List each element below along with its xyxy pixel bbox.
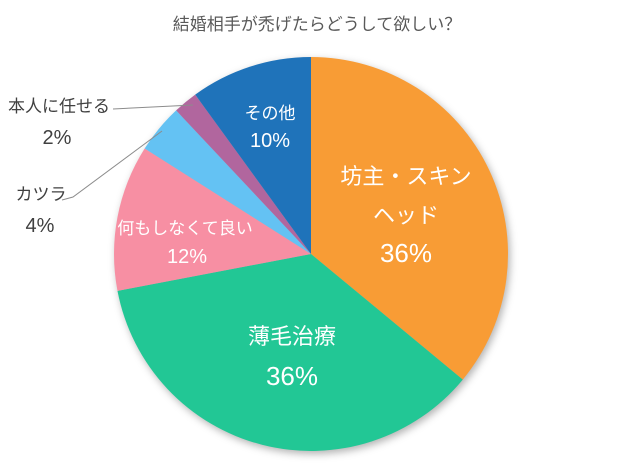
pie-slices <box>114 57 508 451</box>
chart-title: 結婚相手が禿げたらどうして欲しい？ <box>173 15 462 34</box>
pie-label-bouzu-skinhead: 坊主・スキン ヘッド 36% <box>340 164 471 268</box>
pie-slice-5 <box>195 57 311 254</box>
pie-slice-0 <box>311 57 508 380</box>
leader-line-honnin-ni-makaseru <box>112 104 194 110</box>
pie-label-percent: 12% <box>167 246 207 268</box>
pie-label-honnin-ni-makaseru: 本人に任せる 2% <box>8 97 110 149</box>
pie-slice-3 <box>144 110 311 254</box>
pie-label-sonota: その他 10% <box>245 104 296 152</box>
pie-label-line: ヘッド <box>373 203 439 228</box>
pie-label-percent: 36% <box>266 361 318 391</box>
pie-slice-1 <box>117 254 463 451</box>
pie-label-line: その他 <box>245 104 296 123</box>
pie-label-line: 本人に任せる <box>8 97 110 116</box>
pie-label-usuge-chiryo: 薄毛治療 36% <box>248 324 336 391</box>
pie-label-nanimo-shinakute-yoi: 何もしなくて良い 12% <box>117 219 253 268</box>
pie-label-line: 坊主・スキン <box>340 164 471 189</box>
pie-label-line: 何もしなくて良い <box>117 219 253 238</box>
pie-label-katsura: カツラ 4% <box>16 185 67 237</box>
pie-label-percent: 36% <box>380 238 432 268</box>
pie-label-percent: 10% <box>250 130 290 152</box>
pie-label-percent: 2% <box>43 127 72 149</box>
pie-label-line: 薄毛治療 <box>248 324 336 349</box>
pie-label-percent: 4% <box>26 215 55 237</box>
pie-slice-4 <box>176 94 311 255</box>
pie-slice-2 <box>114 148 312 291</box>
leader-line-katsura <box>61 130 163 201</box>
pie-label-line: カツラ <box>16 185 67 204</box>
